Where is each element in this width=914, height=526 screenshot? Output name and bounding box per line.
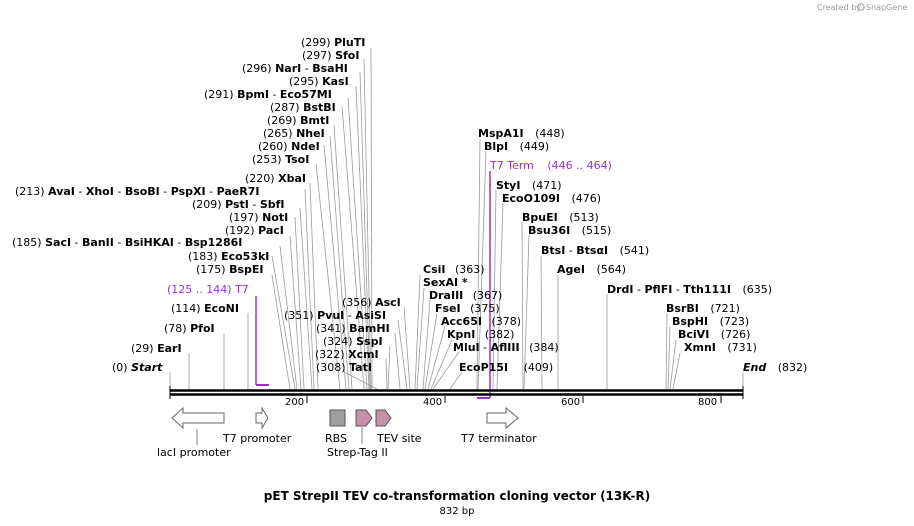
credit-brand: SnapGene (866, 3, 907, 12)
site-bsrbi[interactable]: BsrBI (721) (666, 302, 740, 315)
feature-rbs[interactable]: RBS (325, 409, 347, 445)
site-ndei[interactable]: (260) NdeI (258, 140, 320, 153)
site-ecop15i[interactable]: EcoP15I (409) (459, 361, 553, 374)
site-eari[interactable]: (29) EarI (131, 342, 182, 355)
site-draiii[interactable]: DraIII (367) (429, 289, 502, 302)
site-tsoi[interactable]: (253) TsoI (252, 153, 309, 166)
t7-terminator-label: T7 terminator (460, 432, 537, 445)
t7-promoter-arrow (255, 406, 269, 430)
site-kpni[interactable]: KpnI (382) (447, 328, 514, 341)
site-bmti[interactable]: (269) BmtI (267, 114, 329, 127)
site-mlui-group[interactable]: MluI - AflIII (384) (453, 341, 559, 354)
site-bstbi[interactable]: (287) BstBI (270, 101, 336, 114)
site-sfoi[interactable]: (297) SfoI (302, 49, 359, 62)
site-xmni[interactable]: XmnI (731) (684, 341, 757, 354)
site-psti-group[interactable]: (209) PstI - SbfI (192, 198, 285, 211)
site-styi[interactable]: StyI (471) (496, 179, 562, 192)
site-ecoo109i[interactable]: EcoO109I (476) (502, 192, 601, 205)
site-paci[interactable]: (192) PacI (225, 224, 284, 237)
tick-400: 400 (423, 397, 442, 408)
tick-800: 800 (698, 397, 717, 408)
feature-laci-promoter[interactable]: lacI promoter (157, 406, 231, 459)
site-leader-lines (169, 47, 744, 390)
site-bcivi[interactable]: BciVI (726) (678, 328, 750, 341)
site-csii[interactable]: CsiI (363) (423, 263, 485, 276)
site-nari-group[interactable]: (296) NarI - BsaHI (242, 62, 348, 75)
map-title: pET StrepII TEV co-transformation clonin… (264, 489, 650, 503)
site-acc65i[interactable]: Acc65I (378) (441, 315, 521, 328)
site-saci-group[interactable]: (185) SacI - BanII - BsiHKAI - Bsp1286I (12, 236, 242, 249)
site-blpi[interactable]: BlpI (449) (484, 140, 549, 153)
site-xbai[interactable]: (220) XbaI (245, 172, 306, 185)
rbs-box (329, 409, 346, 427)
site-kasi[interactable]: (295) KasI (289, 75, 349, 88)
strep-tag-label: Strep-Tag II (327, 446, 388, 459)
restriction-sites: (0) Start (29) EarI (78) PfoI (114) EcoN… (12, 36, 807, 374)
feature-tev-site[interactable]: TEV site (375, 409, 422, 445)
site-bsphi[interactable]: BspHI (723) (672, 315, 749, 328)
site-start[interactable]: (0) Start (112, 361, 163, 374)
credit-prefix: Created by (817, 3, 861, 12)
snapgene-credit: Created by SnapGene (817, 3, 907, 12)
site-sspi[interactable]: (324) SspI (323, 335, 383, 348)
site-bpuei[interactable]: BpuEI (513) (522, 211, 599, 224)
rbs-label: RBS (325, 432, 347, 445)
map-length: 832 bp (440, 506, 475, 517)
feature-strep-tag[interactable]: Strep-Tag II (327, 409, 388, 459)
site-eco53ki[interactable]: (183) Eco53kI (188, 250, 269, 263)
site-xcmi[interactable]: (322) XcmI (315, 348, 379, 361)
site-btsi-group[interactable]: BtsI - BtsαI (541) (541, 244, 649, 257)
site-econi[interactable]: (114) EcoNI (171, 302, 239, 315)
site-pvui-group[interactable]: (351) PvuI - AsiSI (284, 309, 386, 322)
site-pluti[interactable]: (299) PluTI (301, 36, 365, 49)
site-tati[interactable]: (308) TatI (316, 361, 372, 374)
site-end[interactable]: End (832) (743, 361, 807, 374)
site-avai-group[interactable]: (213) AvaI - XhoI - BsoBI - PspXI - PaeR… (15, 185, 259, 198)
dna-backbone (169, 386, 744, 399)
primer-t7-term[interactable] (477, 171, 491, 399)
site-bamhi[interactable]: (341) BamHI (316, 322, 390, 335)
site-noti[interactable]: (197) NotI (229, 211, 288, 224)
strep-tag-arrow (355, 409, 373, 427)
laci-promoter-label: lacI promoter (157, 446, 231, 459)
site-nhei[interactable]: (265) NheI (263, 127, 325, 140)
site-bpmi-group[interactable]: (291) BpmI - Eco57MI (204, 88, 332, 101)
snapgene-logo-icon (857, 3, 865, 11)
site-mspa1i[interactable]: MspA1I (448) (478, 127, 565, 140)
tick-600: 600 (561, 397, 580, 408)
tev-site-label: TEV site (376, 432, 422, 445)
primer-t7[interactable] (255, 296, 269, 386)
t7-terminator-arrow (486, 406, 519, 430)
site-bsu36i[interactable]: Bsu36I (515) (528, 224, 611, 237)
site-bspei[interactable]: (175) BspEI (196, 263, 264, 276)
laci-promoter-arrow (171, 406, 225, 430)
site-asci[interactable]: (356) AscI (342, 296, 401, 309)
primer-t7-term-label[interactable]: T7 Term (446 .. 464) (489, 159, 612, 172)
tick-200: 200 (285, 397, 304, 408)
t7-promoter-label: T7 promoter (222, 432, 292, 445)
site-fsei[interactable]: FseI (375) (435, 302, 500, 315)
site-drdi-group[interactable]: DrdI - PflFI - Tth111I (635) (607, 283, 772, 296)
feature-t7-terminator[interactable]: T7 terminator (460, 406, 537, 445)
tev-site-arrow (375, 409, 392, 427)
site-agei[interactable]: AgeI (564) (557, 263, 626, 276)
site-sexai[interactable]: SexAI * (423, 276, 468, 289)
feature-t7-promoter[interactable]: T7 promoter (222, 406, 292, 445)
primer-t7-label[interactable]: (125 .. 144) T7 (167, 283, 249, 296)
scale-ticks: 200 400 600 800 (285, 396, 722, 408)
site-pfoi[interactable]: (78) PfoI (164, 322, 215, 335)
